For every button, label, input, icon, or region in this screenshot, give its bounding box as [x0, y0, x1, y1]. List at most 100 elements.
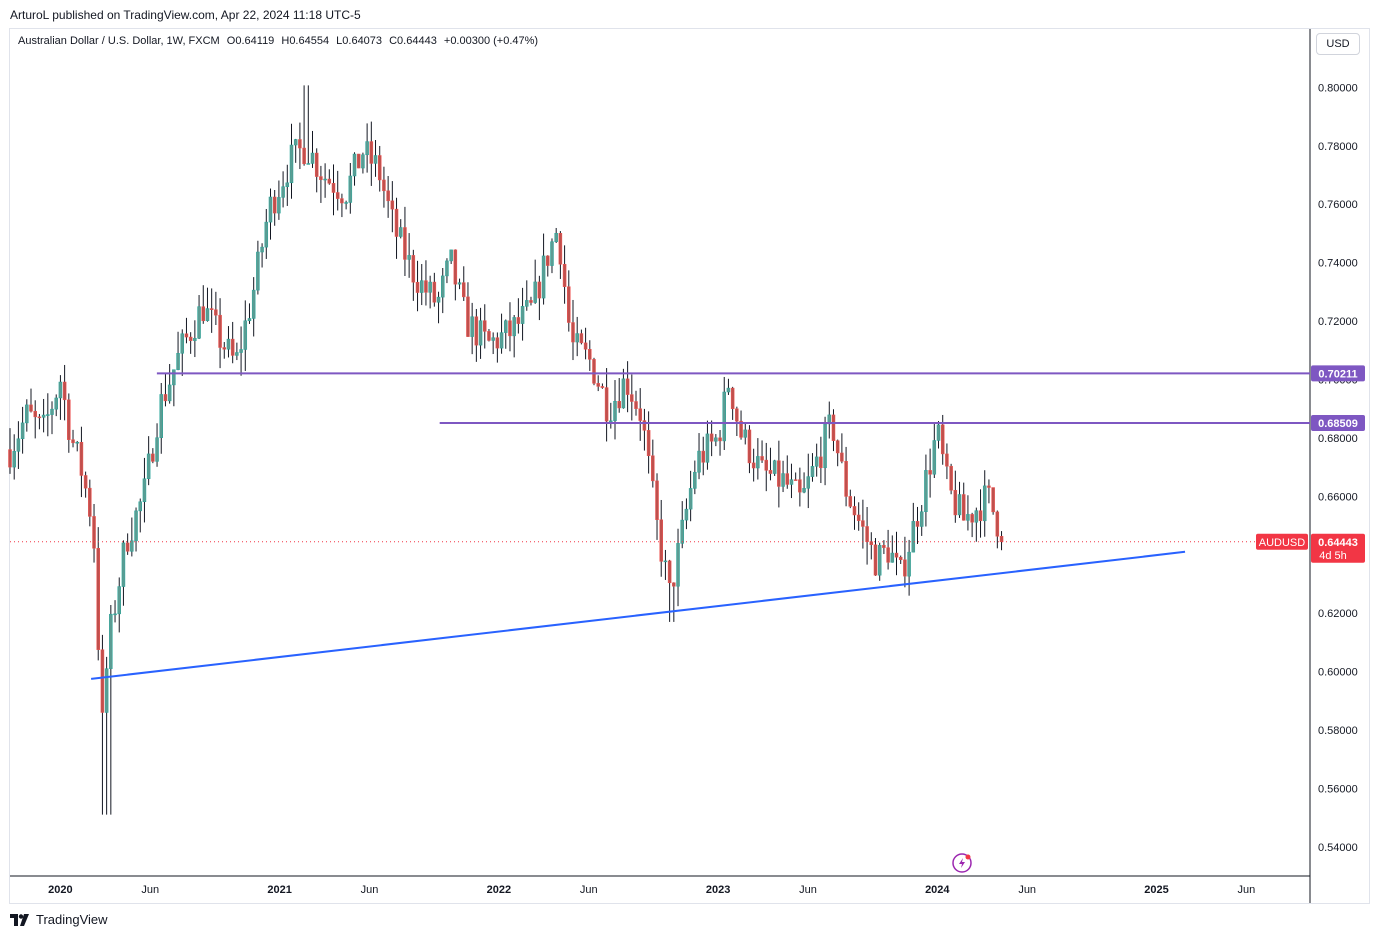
- candle-up: [113, 613, 117, 616]
- candle-down: [651, 455, 655, 482]
- candle-down: [848, 496, 853, 507]
- candle-up: [919, 511, 924, 527]
- candle-up: [16, 438, 21, 452]
- candle-up: [104, 668, 109, 713]
- candle-down: [600, 386, 605, 388]
- candle-up: [554, 233, 558, 242]
- candle-up: [20, 422, 25, 440]
- candle-up: [407, 255, 411, 260]
- candle-down: [88, 487, 92, 517]
- y-tick-label: 0.68000: [1318, 433, 1358, 445]
- candle-up: [247, 318, 252, 322]
- currency-button[interactable]: USD: [1316, 33, 1360, 55]
- candle-down: [630, 394, 634, 402]
- candle-down: [424, 280, 428, 293]
- candle-down: [394, 208, 399, 237]
- candle-down: [777, 460, 781, 487]
- x-tick-label: Jun: [580, 884, 598, 896]
- candle-down: [272, 196, 277, 214]
- candle-down: [529, 300, 533, 303]
- candle-down: [987, 485, 991, 488]
- candle-down: [579, 333, 584, 344]
- candle-down: [209, 308, 214, 310]
- candle-down: [415, 281, 420, 293]
- candle-down: [411, 255, 416, 283]
- candle-down: [768, 470, 773, 474]
- candle-up: [726, 387, 731, 393]
- candle-down: [894, 552, 899, 558]
- candle-down: [928, 470, 932, 475]
- publisher-line: ArturoL published on TradingView.com, Ap…: [10, 8, 361, 22]
- candle-up: [789, 479, 794, 485]
- candle-down: [188, 336, 193, 341]
- candle-up: [974, 510, 979, 523]
- last-price-label: 0.64443: [1318, 537, 1358, 549]
- candle-down: [949, 465, 953, 491]
- candle-up: [982, 485, 987, 522]
- candle-up: [130, 540, 134, 552]
- candle-down: [840, 452, 844, 462]
- candle-up: [936, 424, 941, 441]
- candle-down: [340, 198, 344, 204]
- candle-up: [520, 306, 525, 324]
- x-tick-label: 2020: [48, 884, 72, 896]
- candle-up: [705, 433, 710, 463]
- candle-down: [718, 437, 722, 442]
- candle-up: [138, 501, 142, 512]
- y-tick-label: 0.66000: [1318, 491, 1358, 503]
- legend-change: +0.00300 (+0.47%): [443, 35, 539, 47]
- candle-up: [226, 338, 231, 350]
- candle-up: [235, 352, 239, 356]
- footer-brand: TradingView: [10, 912, 108, 927]
- candle-down: [898, 556, 903, 561]
- candle-up: [146, 453, 151, 479]
- candle-down: [390, 200, 395, 210]
- candle-up: [25, 404, 29, 424]
- candle-down: [79, 441, 84, 476]
- candle-up: [256, 251, 260, 291]
- candle-down: [735, 408, 739, 422]
- candle-up: [172, 369, 176, 386]
- candle-down: [83, 475, 88, 489]
- levels-group: [10, 372, 1310, 680]
- candle-down: [667, 560, 672, 584]
- candle-up: [714, 437, 718, 442]
- y-tick-label: 0.54000: [1318, 842, 1358, 854]
- candle-down: [546, 255, 550, 266]
- x-tick-label: Jun: [361, 884, 379, 896]
- candle-up: [550, 241, 554, 266]
- y-tick-label: 0.76000: [1318, 199, 1358, 211]
- candle-down: [331, 183, 336, 193]
- candle-up: [722, 391, 726, 442]
- candle-up: [12, 451, 16, 468]
- candle-up: [310, 152, 315, 164]
- candle-down: [940, 424, 945, 455]
- support-trendline[interactable]: [90, 550, 1186, 680]
- candle-down: [798, 479, 802, 493]
- candle-up: [260, 246, 264, 253]
- candle-up: [142, 478, 147, 503]
- candle-up: [756, 456, 760, 469]
- candle-up: [75, 441, 79, 444]
- candle-down: [882, 545, 886, 548]
- y-tick-label: 0.62000: [1318, 608, 1358, 620]
- last-price-tag: [1311, 533, 1365, 563]
- candle-up: [134, 510, 138, 542]
- candle-down: [617, 401, 621, 409]
- candle-down: [71, 439, 75, 444]
- candle-down: [516, 317, 521, 324]
- candle-up: [352, 153, 357, 177]
- candle-down: [319, 176, 323, 180]
- candle-up: [243, 320, 248, 350]
- candle-down: [356, 153, 361, 169]
- candle-up: [285, 182, 290, 187]
- candle-up: [398, 227, 403, 237]
- candle-up: [491, 337, 495, 341]
- candle-down: [369, 141, 374, 164]
- candle-down: [314, 152, 319, 177]
- y-tick-label: 0.56000: [1318, 783, 1358, 795]
- y-tick-label: 0.78000: [1318, 141, 1358, 153]
- candle-down: [37, 416, 42, 419]
- candle-up: [445, 260, 449, 277]
